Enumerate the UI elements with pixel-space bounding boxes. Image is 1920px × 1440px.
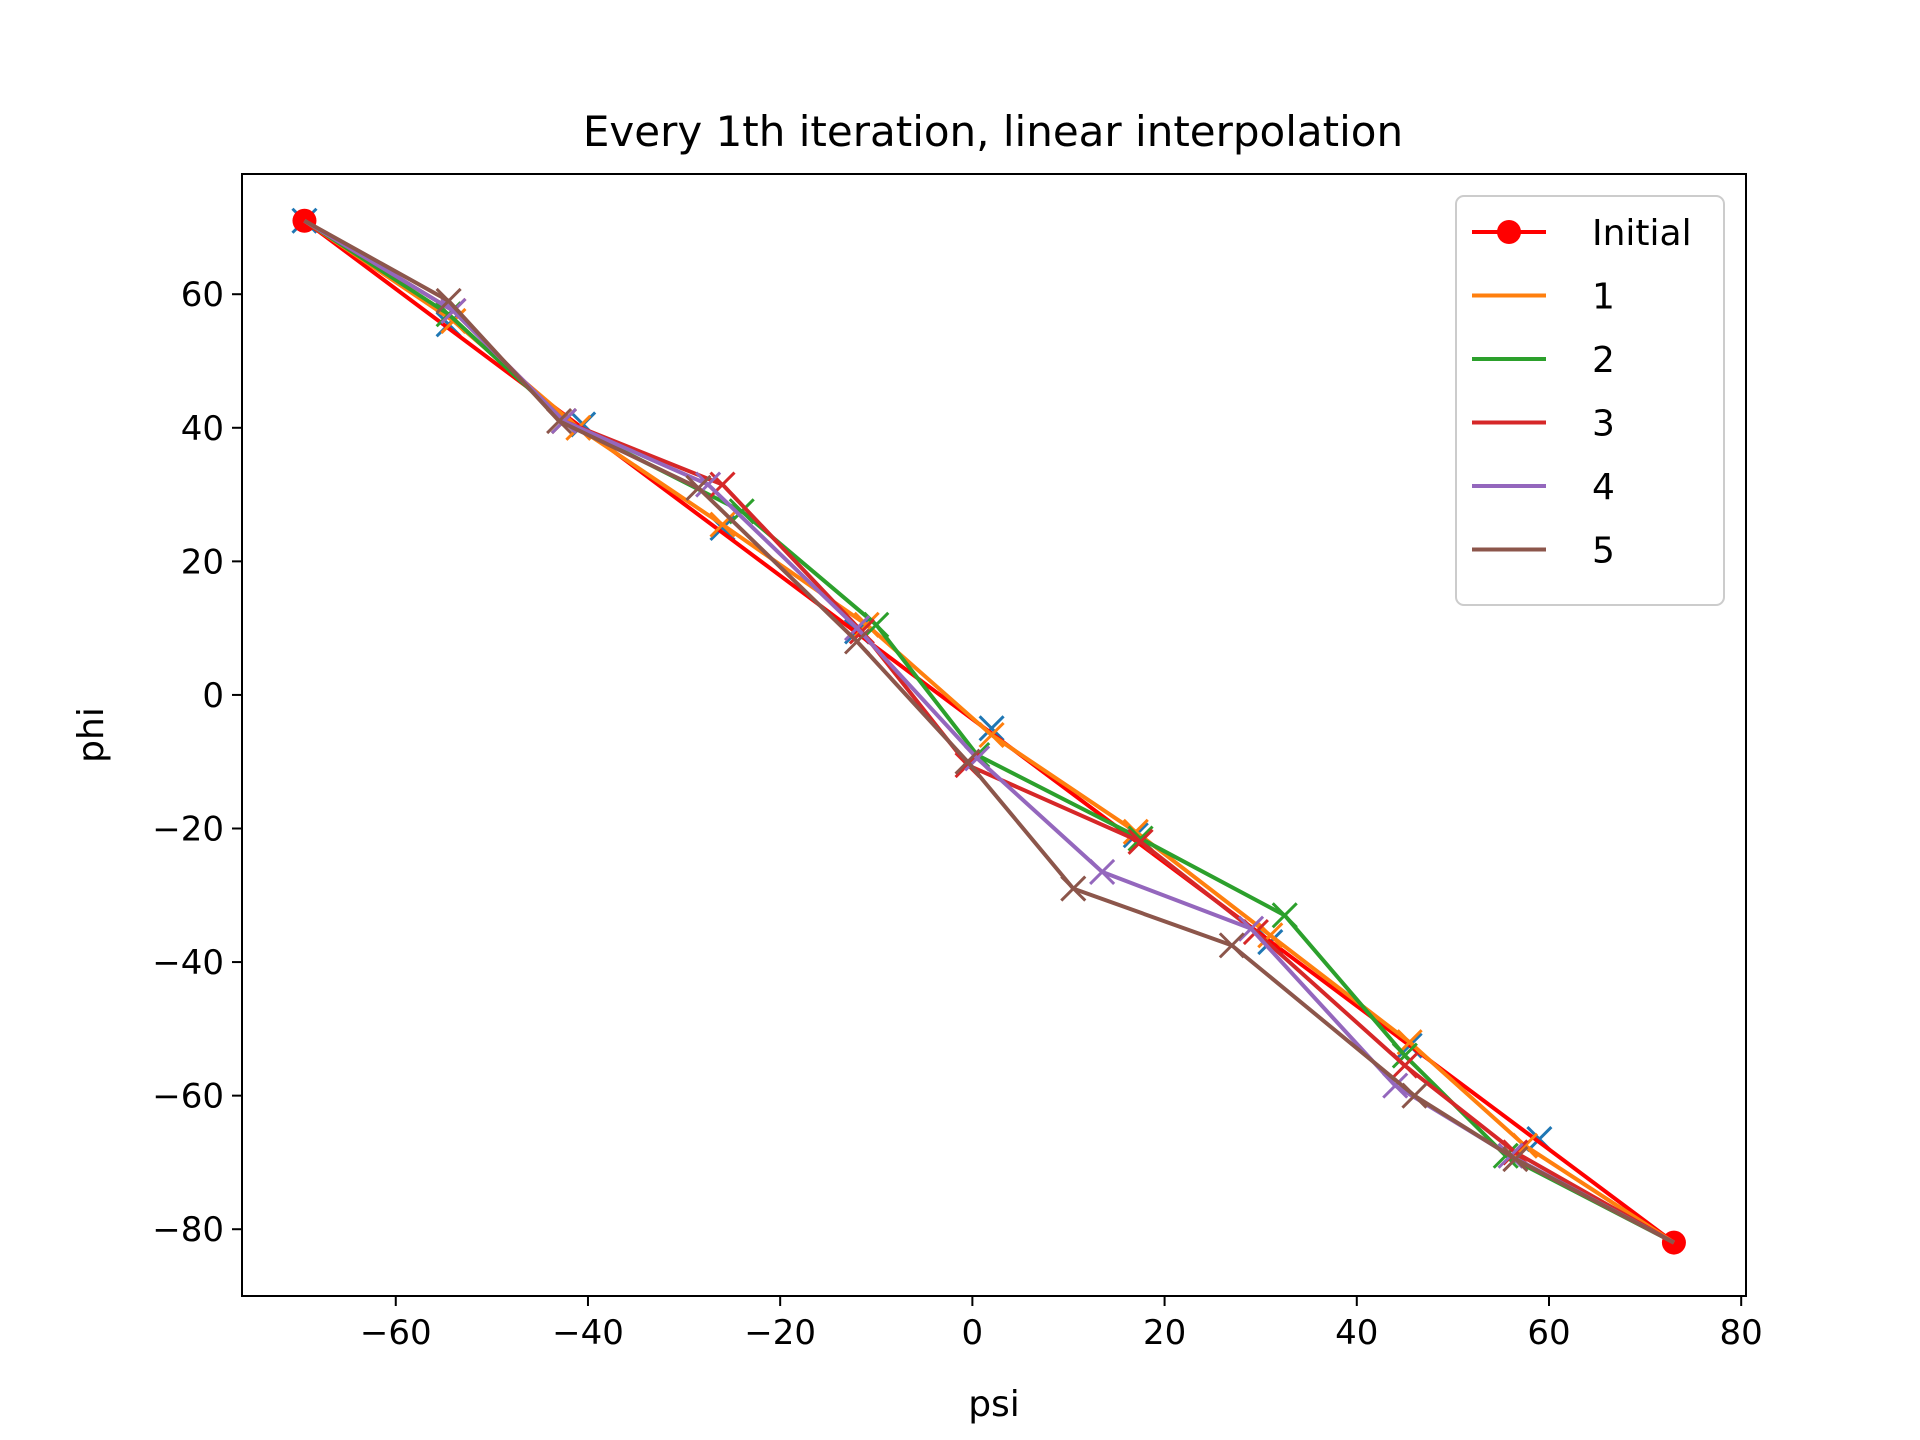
- x-tick-label-4: 20: [1143, 1313, 1186, 1353]
- series-4-point-2-b: [550, 408, 578, 435]
- x-tick-label-3: 0: [962, 1313, 984, 1353]
- legend-entry-2-label: 2: [1592, 340, 1615, 381]
- x-axis-label: psi: [968, 1384, 1020, 1425]
- legend-entry-initial-swatch-marker: [1497, 220, 1521, 244]
- axes: −60 −40 −20 0 20 40 60 80 −80 −60 −40 −20 0 20 40 60: [152, 275, 1763, 1353]
- y-tick-label-3: −20: [152, 810, 224, 850]
- legend-entry-3: 3: [1472, 404, 1615, 445]
- legend-box: [1455, 195, 1725, 606]
- series-3-point-6-b: [1127, 828, 1154, 855]
- y-tick-label-6: 40: [181, 409, 224, 449]
- y-tick-label-0: −80: [152, 1210, 224, 1250]
- x-tick-label-7: 80: [1720, 1313, 1763, 1353]
- series-5-point-9-b: [1502, 1146, 1529, 1173]
- series-2-point-7-b: [1271, 902, 1298, 929]
- series-5-point-8-b: [1401, 1082, 1428, 1109]
- y-tick-label-5: 20: [181, 542, 224, 582]
- legend: Initial 1 2 3 4 5: [1455, 195, 1725, 606]
- y-tick-label-1: −60: [152, 1077, 224, 1117]
- series-4-point-3-b: [695, 471, 722, 498]
- series-5-point-2-b: [546, 408, 573, 435]
- x-tick-label-6: 60: [1527, 1313, 1570, 1353]
- series-5-point-3-b: [685, 474, 712, 501]
- series-4-point-8-b: [1382, 1072, 1409, 1099]
- x-tick-label-2: −20: [744, 1313, 816, 1353]
- series-5-point-4-b: [843, 628, 871, 655]
- plot-area: [291, 207, 1686, 1255]
- initial-marker-9-b: [1526, 1125, 1553, 1153]
- x-tick-label-0: −60: [360, 1313, 432, 1353]
- series-5-point-6-b: [1060, 875, 1087, 902]
- series-5-point-1-b: [435, 287, 462, 314]
- legend-entry-initial: Initial: [1472, 213, 1692, 254]
- x-tick-label-1: −40: [552, 1313, 624, 1353]
- y-tick-label-2: −40: [152, 943, 224, 983]
- series-5-point-5-b: [954, 748, 981, 775]
- series-4-point-1-b: [440, 297, 467, 324]
- series-5-point-7-b: [1218, 932, 1245, 959]
- y-tick-label-4: 0: [202, 676, 224, 716]
- plot-frame: [241, 173, 1747, 1297]
- series-3-point-8-b: [1391, 1052, 1418, 1079]
- series-2-point-6-b: [1127, 825, 1154, 852]
- series-1-point-5-b: [978, 721, 1005, 749]
- y-axis-label: phi: [71, 707, 112, 763]
- series-4-point-6-b: [1089, 858, 1116, 885]
- series-2-point-8-b: [1391, 1042, 1418, 1069]
- legend-entry-4: 4: [1472, 467, 1615, 508]
- series-4-point-7-b: [1238, 915, 1265, 942]
- legend-entry-3-label: 3: [1592, 404, 1615, 445]
- chart-title: Every 1th iteration, linear interpolatio…: [583, 107, 1403, 156]
- legend-entry-5-label: 5: [1592, 531, 1615, 572]
- legend-entry-1: 1: [1472, 277, 1615, 318]
- x-tick-label-5: 40: [1335, 1313, 1378, 1353]
- legend-entry-5: 5: [1472, 531, 1615, 572]
- series-2-point-4-b: [863, 611, 890, 638]
- legend-entry-2: 2: [1472, 340, 1615, 381]
- initial-marker-5-b: [978, 715, 1005, 742]
- series-5: [303, 219, 1675, 1245]
- legend-entry-1-label: 1: [1592, 277, 1615, 318]
- legend-entry-initial-label: Initial: [1592, 213, 1692, 254]
- series-2-point-9-b: [1492, 1142, 1519, 1169]
- y-tick-label-7: 60: [181, 275, 224, 315]
- legend-entry-4-label: 4: [1592, 467, 1615, 508]
